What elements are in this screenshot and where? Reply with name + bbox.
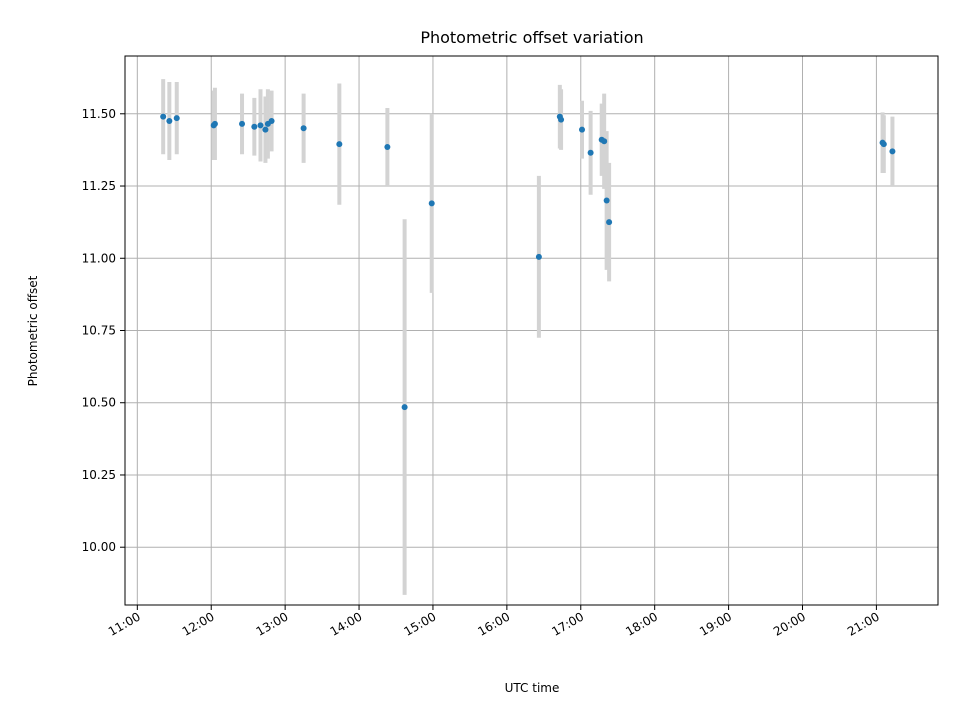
grid: [125, 56, 938, 605]
data-point: [166, 118, 173, 125]
data-point: [535, 253, 542, 260]
data-point: [239, 120, 246, 127]
data-point: [160, 113, 167, 120]
y-axis: 10.00 10.25 10.50 10.75 11.00 11.25 11.50: [82, 107, 125, 554]
data-point: [211, 120, 218, 127]
x-tick-label: 20:00: [771, 609, 808, 638]
data-point: [587, 149, 594, 156]
x-tick-label: 11:00: [106, 609, 143, 638]
data-point: [268, 118, 275, 125]
data-point: [300, 125, 307, 132]
x-tick-label: 14:00: [328, 609, 365, 638]
data-point: [601, 138, 608, 145]
data-point: [336, 141, 343, 148]
data-point: [603, 197, 610, 204]
x-tick-label: 21:00: [845, 609, 882, 638]
data-point: [579, 126, 586, 133]
y-tick-label: 11.50: [82, 107, 116, 121]
y-axis-label: Photometric offset: [26, 275, 40, 386]
data-point: [880, 141, 887, 148]
y-tick-label: 10.75: [82, 324, 116, 338]
x-tick-label: 15:00: [401, 609, 438, 638]
x-axis-label: UTC time: [505, 681, 560, 695]
data-point: [384, 144, 391, 151]
y-tick-label: 11.00: [82, 251, 116, 265]
data-point: [558, 116, 565, 123]
y-tick-label: 11.25: [82, 179, 116, 193]
data-point: [251, 123, 258, 130]
x-tick-label: 17:00: [549, 609, 586, 638]
chart-title: Photometric offset variation: [420, 28, 643, 47]
data-point: [428, 200, 435, 207]
data-point: [257, 122, 264, 129]
error-bars: [161, 79, 895, 595]
y-tick-label: 10.00: [82, 540, 116, 554]
x-axis: 11:00 12:00 13:00 14:00 15:00 16:00 17:00 18:00…: [106, 605, 882, 639]
data-point: [889, 148, 896, 155]
data-points: [160, 113, 896, 411]
x-tick-label: 13:00: [254, 609, 291, 638]
y-tick-label: 10.25: [82, 468, 116, 482]
data-point: [173, 115, 180, 122]
y-tick-label: 10.50: [82, 396, 116, 410]
data-point: [606, 219, 613, 226]
data-point: [401, 404, 408, 411]
data-point: [262, 126, 269, 133]
x-tick-label: 12:00: [180, 609, 217, 638]
x-tick-label: 19:00: [697, 609, 734, 638]
x-tick-label: 18:00: [623, 609, 660, 638]
x-tick-label: 16:00: [475, 609, 512, 638]
